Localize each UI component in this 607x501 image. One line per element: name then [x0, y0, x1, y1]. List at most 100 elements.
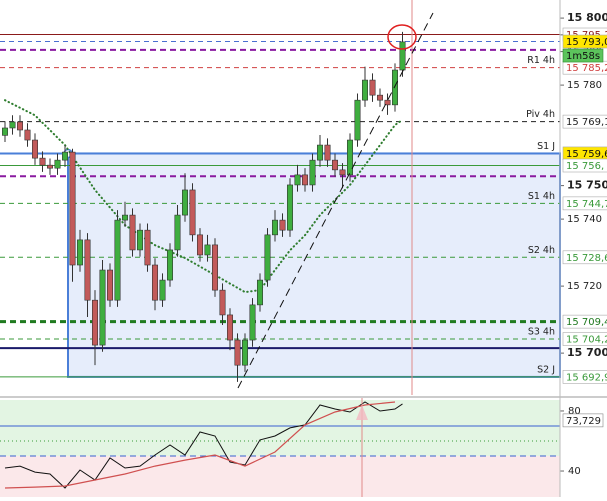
level-label: 15 704,2 [566, 335, 607, 346]
level-label: 15 692,9 [566, 372, 607, 383]
candle-body [354, 99, 361, 141]
osc-marker [356, 405, 368, 420]
level-box [562, 370, 607, 384]
candle-body [99, 269, 106, 346]
level-box [562, 332, 607, 346]
level-label: 15 785,2 [566, 63, 607, 74]
y-tick-label: 80 [568, 406, 581, 417]
level-box [562, 158, 607, 173]
candle-body [294, 174, 301, 186]
candle-body [264, 234, 271, 281]
level-box [562, 34, 607, 49]
y-tick-label: 40 [568, 466, 581, 477]
candle-body [271, 219, 278, 236]
candle-body [286, 184, 293, 231]
candle-body [9, 121, 16, 129]
y-tick-label: 15 700 [567, 346, 607, 359]
level-label: 15 756, [566, 161, 604, 172]
candle-body [167, 249, 174, 281]
candle-body [129, 214, 136, 251]
level-label: 15 793,0 [566, 37, 607, 48]
candle-body [77, 239, 84, 266]
candle-body [234, 339, 241, 366]
candle-body [92, 299, 99, 346]
level-name: S3 4h [528, 327, 555, 338]
candle-body [84, 239, 91, 301]
candle-body [122, 214, 129, 221]
candle-body [182, 189, 189, 216]
level-name: S1 J [537, 141, 555, 152]
level-label: 15 709,4 [566, 317, 607, 328]
last-value-box [562, 413, 604, 428]
candle-body [279, 219, 286, 231]
timer-label: 1m58s [566, 51, 600, 62]
candle-body [227, 314, 234, 341]
candle-body [114, 219, 121, 301]
candle-body [204, 244, 211, 256]
candle-body [219, 289, 226, 316]
y-tick-label: 15 780 [567, 80, 602, 91]
zone-lower [0, 456, 560, 497]
candle-body [361, 79, 368, 101]
candle-body [384, 99, 391, 106]
candle-body [46, 164, 53, 169]
candle-body [391, 69, 398, 106]
oscillator-background [0, 400, 560, 497]
candle-body [242, 339, 249, 366]
level-box [562, 114, 607, 129]
level-name: S2 4h [528, 245, 555, 256]
candle-body [316, 144, 323, 161]
candle-body [54, 159, 61, 169]
candle-body [61, 151, 68, 161]
candle-body [197, 234, 204, 256]
y-tick-label: 15 800 [567, 11, 607, 24]
level-label: 15 744,7 [566, 199, 607, 210]
level-label: 15 759,6 [566, 149, 607, 160]
candle-body [159, 279, 166, 301]
candle-body [399, 41, 406, 71]
y-tick-label: 15 740 [567, 214, 602, 225]
zone-upper [0, 400, 560, 457]
candle-body [331, 159, 338, 171]
candle-body [174, 214, 181, 251]
highlight-circle [387, 24, 417, 50]
candle-body [69, 151, 76, 266]
last-value-label: 73,729 [566, 416, 601, 427]
candle-body [212, 244, 219, 291]
y-tick-label: 15 750 [567, 179, 607, 192]
level-name: S2 J [537, 364, 555, 375]
candle-body [376, 94, 383, 101]
candle-body [339, 169, 346, 176]
range-box [67, 152, 561, 378]
candle-body [324, 144, 331, 161]
candle-body [24, 129, 31, 141]
candle-body [31, 139, 38, 159]
candle-body [309, 159, 316, 186]
candle-body [137, 229, 144, 251]
candle-body [301, 174, 308, 186]
level-name: R1 4h [527, 55, 555, 66]
candle-body [256, 279, 263, 306]
y-tick-label: 15 720 [567, 281, 602, 292]
candle-body [189, 189, 196, 236]
level-box [562, 314, 607, 329]
level-box [562, 196, 607, 211]
candle-body [39, 157, 46, 166]
level-label: 15 728,6 [566, 253, 607, 264]
level-box [562, 250, 607, 265]
candle-body [107, 269, 114, 301]
candle-body [1, 127, 9, 136]
candle-body [249, 304, 256, 341]
osc-line [4, 401, 396, 489]
level-name: Piv 4h [526, 109, 555, 120]
candle-body [16, 121, 23, 131]
level-label: 15 769,1 [566, 117, 607, 128]
candle-body [144, 229, 151, 266]
timer-box [562, 48, 604, 63]
trend-line [237, 12, 434, 389]
candle-body [346, 139, 353, 176]
candle-body [369, 79, 376, 96]
level-name: S1 4h [528, 191, 555, 202]
